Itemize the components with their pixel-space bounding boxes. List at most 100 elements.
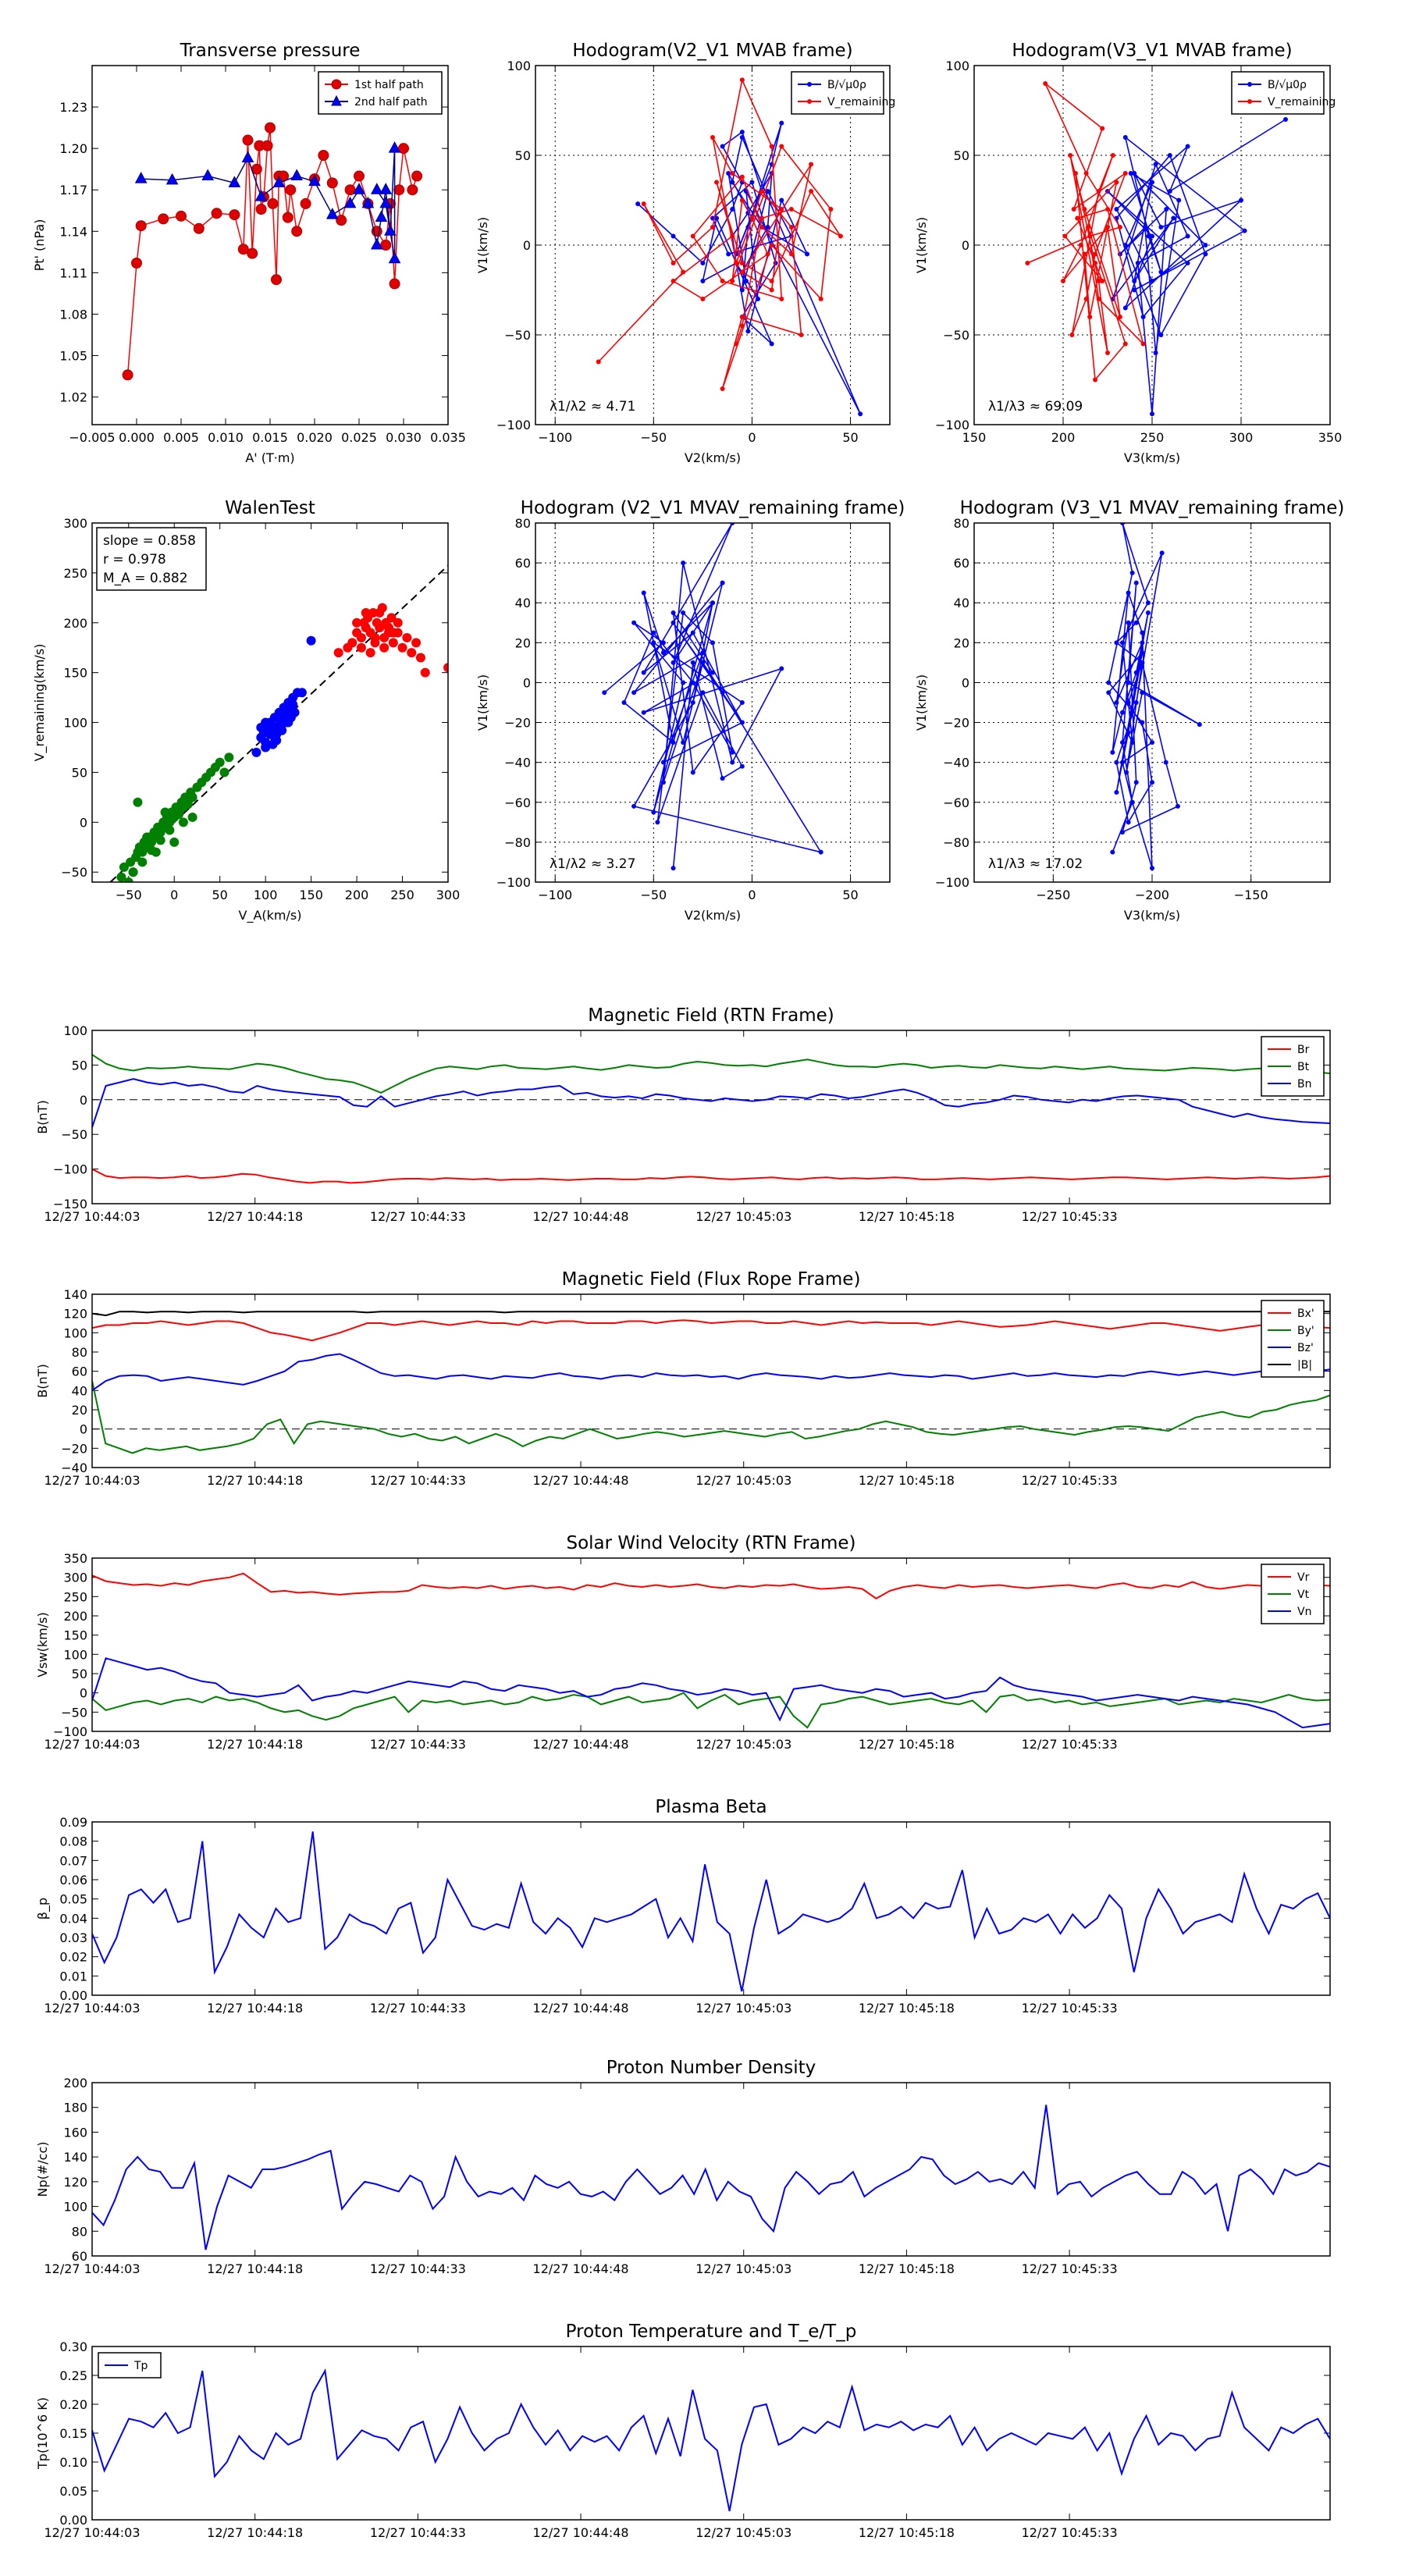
x-tick-label: 12/27 10:44:33 (370, 1737, 466, 1752)
y-tick-label: 0.07 (59, 1853, 87, 1868)
x-tick-label: 350 (1318, 430, 1343, 445)
data-point (285, 184, 297, 196)
axes-frame (91, 1821, 1331, 1996)
data-point (137, 857, 148, 867)
x-tick-label: 12/27 10:45:03 (695, 1209, 791, 1224)
legend: Bx' By' Bz' |B| (1261, 1300, 1325, 1378)
data-point (215, 757, 225, 767)
y-axis-label: V1(km/s) (914, 217, 929, 273)
data-point (160, 807, 170, 817)
data-point (1126, 590, 1131, 596)
data-point (1075, 215, 1080, 221)
data-point (201, 169, 215, 181)
data-point (1145, 600, 1151, 606)
data-point (241, 151, 254, 163)
data-point (681, 740, 686, 745)
data-point (720, 776, 725, 781)
x-tick-label: 0.005 (163, 430, 199, 445)
x-tick-label: 50 (842, 888, 858, 902)
y-tick-label: −100 (496, 418, 531, 432)
data-point (730, 180, 735, 185)
data-point (670, 866, 676, 871)
series-line-bz (92, 1353, 1330, 1392)
y-tick-label: 200 (63, 616, 87, 631)
chart-title: Hodogram (V3_V1 MVAV_remaining frame) (960, 498, 1345, 518)
data-point (267, 197, 279, 209)
y-tick-label: 0 (523, 238, 531, 253)
data-point (1132, 287, 1137, 293)
y-tick-label: −150 (53, 1197, 87, 1212)
legend: B/√μ0ρ V_remaining (791, 71, 895, 115)
data-point (1105, 207, 1110, 212)
y-tick-label: 0 (80, 1422, 87, 1437)
data-point (1203, 243, 1208, 247)
y-axis-label: V1(km/s) (475, 674, 490, 731)
data-point (690, 680, 695, 685)
data-point (1110, 749, 1115, 755)
data-point (1114, 207, 1119, 212)
y-tick-label: −60 (504, 795, 531, 810)
data-point (1082, 207, 1087, 212)
data-point (730, 207, 735, 212)
data-point (1117, 315, 1122, 319)
x-tick-label: 12/27 10:44:03 (44, 1737, 140, 1752)
y-tick-label: 1.20 (59, 141, 87, 156)
data-point (710, 670, 715, 675)
series-line (1107, 119, 1286, 415)
data-point (128, 867, 138, 877)
data-point (397, 642, 407, 653)
x-tick-label: 12/27 10:44:33 (370, 1209, 466, 1224)
x-tick-label: 0.030 (386, 430, 422, 445)
data-point (354, 170, 365, 182)
data-point (420, 667, 430, 678)
data-point (1142, 225, 1147, 229)
data-point (700, 279, 706, 283)
legend-box (1261, 1300, 1325, 1378)
data-point (681, 269, 686, 275)
data-point (720, 580, 725, 585)
data-point (739, 135, 745, 140)
y-tick-label: 0 (962, 675, 969, 690)
x-tick-label: 12/27 10:45:03 (695, 1473, 791, 1488)
y-tick-label: 0.01 (59, 1969, 87, 1984)
x-tick-label: 0.010 (208, 430, 244, 445)
x-tick-label: −200 (1135, 888, 1169, 902)
y-tick-label: 0.30 (59, 2339, 87, 2354)
x-tick-label: 0.020 (297, 430, 333, 445)
data-point (411, 170, 423, 182)
y-tick-label: 0.00 (59, 1988, 87, 2003)
data-point (681, 560, 686, 566)
legend-label: Tp (133, 2360, 148, 2372)
data-point (1150, 279, 1154, 283)
data-point (765, 189, 770, 194)
plot-area (1025, 81, 1288, 417)
data-point (1126, 620, 1131, 625)
data-point (1167, 189, 1172, 194)
data-point (1129, 799, 1135, 805)
x-tick-label: 12/27 10:44:03 (44, 1473, 140, 1488)
data-point (393, 617, 403, 628)
legend-label: Vr (1297, 1571, 1310, 1584)
data-point (631, 803, 637, 809)
legend: 1st half path 2nd half path (318, 71, 443, 115)
data-point (1106, 690, 1112, 696)
chart-title: Solar Wind Velocity (RTN Frame) (566, 1533, 855, 1553)
data-point (407, 184, 418, 196)
data-point (700, 297, 706, 301)
data-point (690, 700, 695, 705)
ratio-annotation: λ1/λ3 ≈ 17.02 (988, 856, 1083, 872)
data-point (1133, 780, 1139, 785)
legend-label: Vn (1297, 1606, 1311, 1618)
x-tick-label: −50 (116, 888, 142, 902)
axes-frame (535, 522, 891, 883)
data-point (1129, 740, 1135, 745)
data-point (1283, 117, 1288, 122)
data-point (1132, 171, 1137, 176)
y-tick-label: 1.23 (59, 100, 87, 115)
data-point (1150, 780, 1154, 785)
series-line-p (92, 1831, 1330, 1992)
y-tick-label: 250 (63, 1589, 87, 1604)
data-point (158, 213, 169, 225)
y-axis-label: β_p (35, 1898, 51, 1920)
data-point (1158, 269, 1164, 275)
